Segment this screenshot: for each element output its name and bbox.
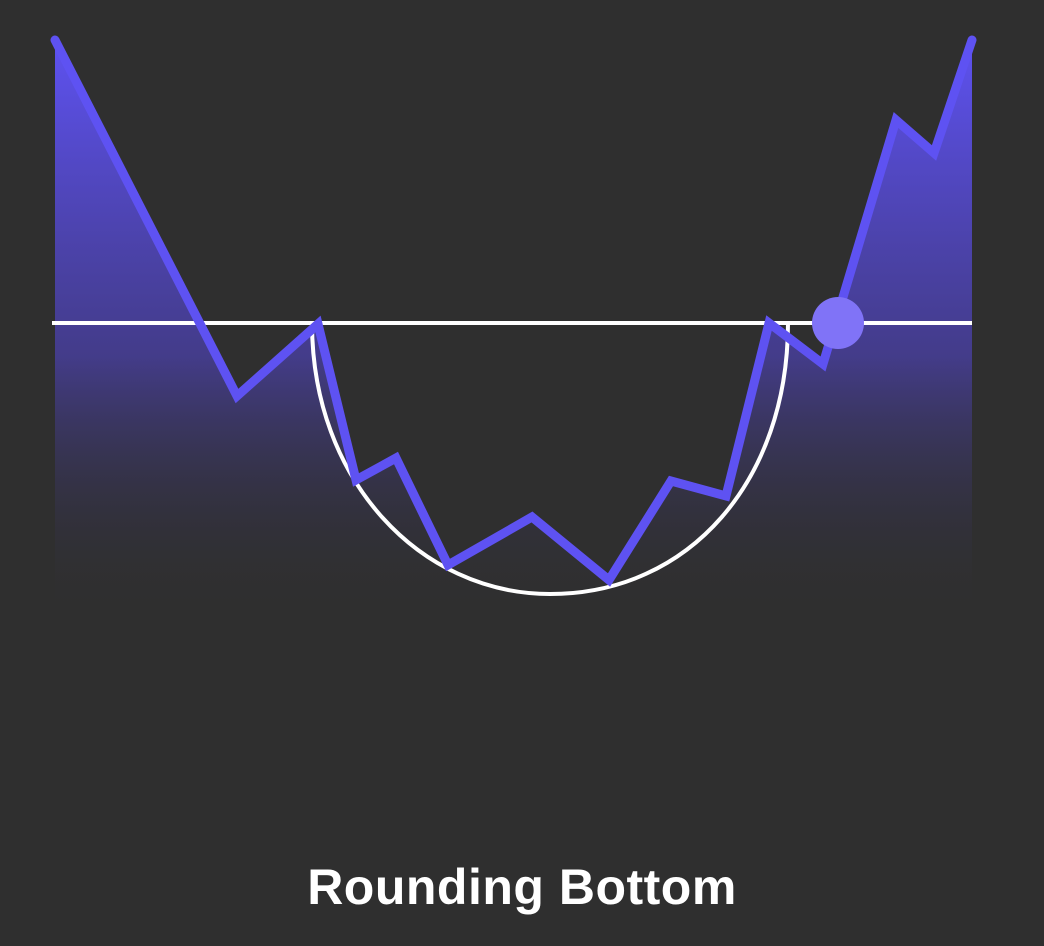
price-line bbox=[50, 35, 977, 587]
cup-interior bbox=[318, 323, 769, 580]
breakout-point-marker bbox=[812, 297, 864, 349]
bowl-outline bbox=[310, 322, 790, 597]
pattern-title: Rounding Bottom bbox=[307, 859, 737, 915]
price-area-fill bbox=[55, 40, 972, 615]
